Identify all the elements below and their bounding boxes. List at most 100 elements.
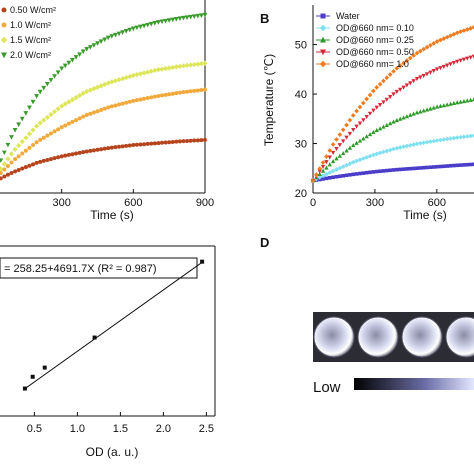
panel-b-data-point xyxy=(448,163,453,168)
panel-b-series-od-660-nm-0-25 xyxy=(310,97,474,183)
panel-b-data-point xyxy=(434,39,440,44)
panel-a-data-point xyxy=(84,113,89,118)
panel-a-data-point xyxy=(45,133,50,138)
panel-b-data-point xyxy=(347,117,353,123)
panel-a-data-point xyxy=(106,146,111,151)
panel-b-data-point xyxy=(357,121,363,126)
panel-b-data-point xyxy=(320,168,326,173)
panel-b-data-point xyxy=(377,126,383,131)
panel-d-wells xyxy=(313,312,474,362)
panel-a-data-point xyxy=(0,171,3,176)
panel-b-data-point xyxy=(344,135,349,140)
panel-c-x-tick-label: 2.5 xyxy=(199,423,214,435)
panel-a-legend-label: 0.50 W/cm² xyxy=(10,5,56,15)
panel-b-data-point xyxy=(384,75,390,81)
panel-b-data-point xyxy=(448,33,453,39)
panel-a-data-point xyxy=(55,70,61,75)
panel-b-data-point xyxy=(461,134,467,140)
panel-a-data-point xyxy=(134,72,140,78)
panel-b-data-point xyxy=(441,137,447,142)
panel-b-data-point xyxy=(334,146,339,152)
panel-a-data-point xyxy=(73,94,79,101)
panel-b-data-point xyxy=(364,115,369,120)
panel-a-legend-marker xyxy=(1,7,7,13)
panel-b-y-tick-label: 40 xyxy=(295,89,307,101)
panel-b-data-point xyxy=(438,164,443,169)
panel-b-data-point xyxy=(367,111,373,116)
panel-b-data-point xyxy=(354,140,359,145)
panel-b-legend-label: OD@660 nm= 0.25 xyxy=(336,35,414,45)
panel-b-data-point xyxy=(441,103,446,108)
panel-a-data-point xyxy=(199,13,204,18)
panel-a-data-point xyxy=(23,165,28,170)
panel-b-data-point xyxy=(411,166,416,171)
panel-a-data-point xyxy=(148,21,154,27)
panel-b-data-point xyxy=(334,137,339,142)
panel-b-data-point xyxy=(424,107,430,112)
panel-b-data-point xyxy=(408,112,413,117)
panel-a-data-point xyxy=(74,151,78,156)
panel-a-data-point xyxy=(9,160,14,165)
panel-b-data-point xyxy=(337,153,342,158)
panel-a-data-point xyxy=(134,98,139,103)
panel-b-data-point xyxy=(337,143,342,148)
panel-a-data-point xyxy=(80,49,86,55)
panel-b-data-point xyxy=(464,27,470,32)
panel-b-data-point xyxy=(445,102,450,107)
panel-a-data-point xyxy=(174,139,179,144)
panel-b-y-tick-label: 20 xyxy=(295,188,307,200)
panel-a-data-point xyxy=(16,167,21,172)
panel-b-data-point xyxy=(428,106,433,111)
panel-b-data-point xyxy=(434,67,440,72)
panel-a-axes xyxy=(0,0,206,194)
panel-a-data-point xyxy=(0,158,4,163)
panel-a-data-point xyxy=(37,89,43,95)
panel-a-data-point xyxy=(138,142,143,147)
panel-b-data-point xyxy=(384,148,390,154)
panel-b-data-point xyxy=(442,164,446,169)
panel-b-data-point xyxy=(387,72,393,77)
panel-b-data-point xyxy=(337,165,343,171)
panel-a-data-point xyxy=(84,149,89,154)
panel-a-data-point xyxy=(30,127,36,133)
panel-a-data-point xyxy=(48,78,54,83)
panel-d-well xyxy=(445,316,474,358)
panel-a-data-point xyxy=(20,166,25,171)
panel-a-data-point xyxy=(152,141,157,146)
panel-b-series-od-660-nm-0-50 xyxy=(310,54,474,183)
panel-a-data-point xyxy=(173,64,179,70)
panel-a-data-point xyxy=(48,157,53,162)
panel-a-data-point xyxy=(70,119,75,124)
panel-b-data-point xyxy=(361,171,366,175)
panel-b-data-point xyxy=(391,68,396,74)
panel-b-data-point xyxy=(327,148,333,153)
panel-b-data-point xyxy=(344,122,349,128)
panel-a-data-point xyxy=(5,142,11,148)
panel-a-x-axis-label: Time (s) xyxy=(90,208,134,222)
panel-c-x-ticks: 0.5 1.0 1.5 2.0 2.5 xyxy=(27,412,214,435)
panel-a-data-point xyxy=(44,114,50,120)
panel-b-data-point xyxy=(421,108,426,113)
panel-b-data-point xyxy=(341,173,345,178)
panel-b-data-point xyxy=(377,81,383,87)
panel-c-equation-box xyxy=(0,257,198,279)
panel-a-data-point xyxy=(88,111,93,116)
panel-b-data-point xyxy=(317,171,322,176)
panel-b-data-point xyxy=(438,66,443,71)
panel-a-data-point xyxy=(102,106,107,111)
panel-b-data-point xyxy=(415,166,419,171)
panel-b-data-point xyxy=(428,70,433,75)
panel-a-data-point xyxy=(181,90,186,95)
panel-a-data-point xyxy=(62,101,68,107)
panel-a-data-point xyxy=(70,57,75,63)
panel-b-data-point xyxy=(388,168,392,173)
panel-b-data-point xyxy=(347,131,353,136)
panel-b-data-point xyxy=(414,50,420,56)
panel-b-data-point xyxy=(340,164,346,169)
panel-a-data-point xyxy=(138,24,143,30)
panel-c-x-tick-label: 0.5 xyxy=(27,423,42,435)
panel-b-data-point xyxy=(334,156,339,161)
panel-a-data-point xyxy=(99,107,104,112)
panel-a-data-point xyxy=(174,91,179,96)
